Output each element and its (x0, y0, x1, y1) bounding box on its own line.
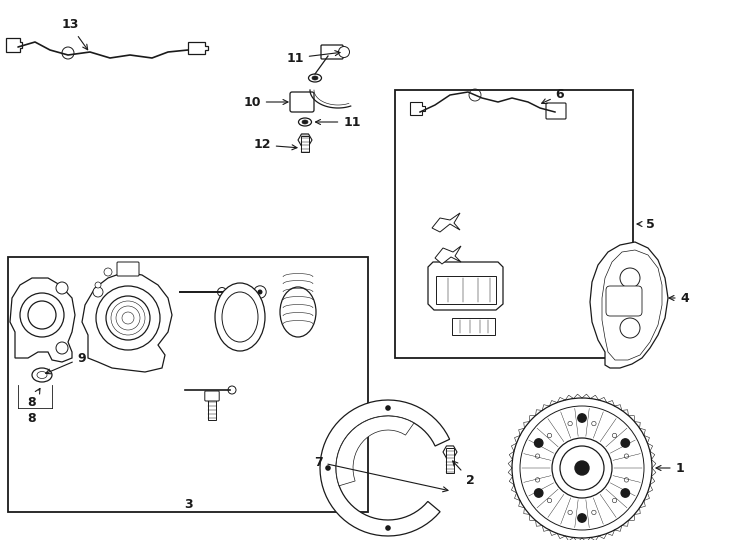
Polygon shape (428, 262, 503, 310)
Circle shape (325, 465, 331, 471)
Circle shape (93, 287, 103, 297)
Text: 10: 10 (243, 96, 288, 109)
Circle shape (338, 46, 349, 57)
Ellipse shape (312, 76, 318, 80)
Text: 7: 7 (313, 456, 448, 492)
Text: 13: 13 (62, 18, 87, 50)
Circle shape (512, 398, 652, 538)
Circle shape (624, 478, 628, 482)
Polygon shape (410, 102, 425, 115)
Polygon shape (432, 213, 460, 232)
Bar (8, 257, 368, 512)
Text: 8: 8 (28, 388, 40, 408)
FancyBboxPatch shape (290, 92, 314, 112)
Text: 4: 4 (669, 292, 689, 305)
Circle shape (258, 289, 263, 294)
Polygon shape (188, 42, 208, 54)
Text: 5: 5 (637, 218, 655, 231)
Text: 3: 3 (184, 498, 192, 511)
Circle shape (534, 439, 543, 447)
Circle shape (535, 454, 539, 458)
Circle shape (612, 498, 617, 503)
Text: 6: 6 (542, 89, 564, 104)
Text: 8: 8 (28, 412, 36, 425)
Circle shape (624, 454, 628, 458)
Text: 2: 2 (453, 461, 474, 487)
Circle shape (28, 301, 56, 329)
Circle shape (20, 293, 64, 337)
Ellipse shape (280, 287, 316, 337)
Polygon shape (82, 272, 172, 372)
Text: 11: 11 (286, 51, 340, 64)
Circle shape (578, 414, 586, 422)
Polygon shape (6, 38, 22, 52)
Ellipse shape (299, 118, 311, 126)
Circle shape (254, 286, 266, 298)
Polygon shape (443, 446, 457, 458)
Text: 1: 1 (656, 462, 684, 475)
Circle shape (575, 461, 589, 475)
Bar (208, 398, 217, 420)
Polygon shape (320, 400, 450, 536)
Circle shape (227, 287, 238, 298)
Circle shape (578, 514, 586, 522)
Polygon shape (435, 246, 461, 264)
Ellipse shape (222, 292, 258, 342)
Circle shape (217, 287, 227, 296)
FancyBboxPatch shape (117, 262, 139, 276)
Circle shape (620, 268, 640, 288)
Circle shape (620, 318, 640, 338)
Circle shape (621, 439, 630, 447)
Circle shape (96, 286, 160, 350)
Ellipse shape (308, 74, 321, 82)
Circle shape (228, 386, 236, 394)
Bar (301, 136, 309, 152)
FancyBboxPatch shape (606, 286, 642, 316)
FancyBboxPatch shape (546, 103, 566, 119)
Polygon shape (298, 134, 312, 146)
Bar (446, 448, 454, 473)
Circle shape (568, 510, 573, 515)
Circle shape (520, 406, 644, 530)
FancyBboxPatch shape (321, 45, 343, 59)
Polygon shape (452, 318, 495, 335)
Polygon shape (602, 250, 662, 360)
Circle shape (552, 438, 612, 498)
Circle shape (548, 433, 552, 438)
Circle shape (56, 282, 68, 294)
Circle shape (385, 525, 390, 531)
Circle shape (612, 433, 617, 438)
Circle shape (106, 296, 150, 340)
Circle shape (56, 342, 68, 354)
Ellipse shape (37, 372, 47, 379)
Ellipse shape (302, 120, 308, 124)
Polygon shape (336, 416, 414, 486)
Polygon shape (590, 242, 668, 368)
Circle shape (534, 489, 543, 497)
Ellipse shape (215, 283, 265, 351)
Circle shape (592, 421, 596, 426)
FancyBboxPatch shape (205, 391, 219, 401)
Circle shape (592, 510, 596, 515)
Bar (240, 287, 251, 298)
Circle shape (385, 405, 390, 411)
Text: 9: 9 (46, 352, 87, 374)
Circle shape (568, 421, 573, 426)
Circle shape (621, 489, 630, 497)
Bar (395, 90, 633, 358)
Circle shape (104, 268, 112, 276)
Polygon shape (10, 278, 75, 362)
Circle shape (535, 478, 539, 482)
Circle shape (95, 282, 101, 288)
Circle shape (548, 498, 552, 503)
Text: 11: 11 (316, 116, 360, 129)
Text: 12: 12 (253, 138, 297, 152)
Ellipse shape (32, 368, 52, 382)
Circle shape (560, 446, 604, 490)
Polygon shape (436, 276, 496, 304)
